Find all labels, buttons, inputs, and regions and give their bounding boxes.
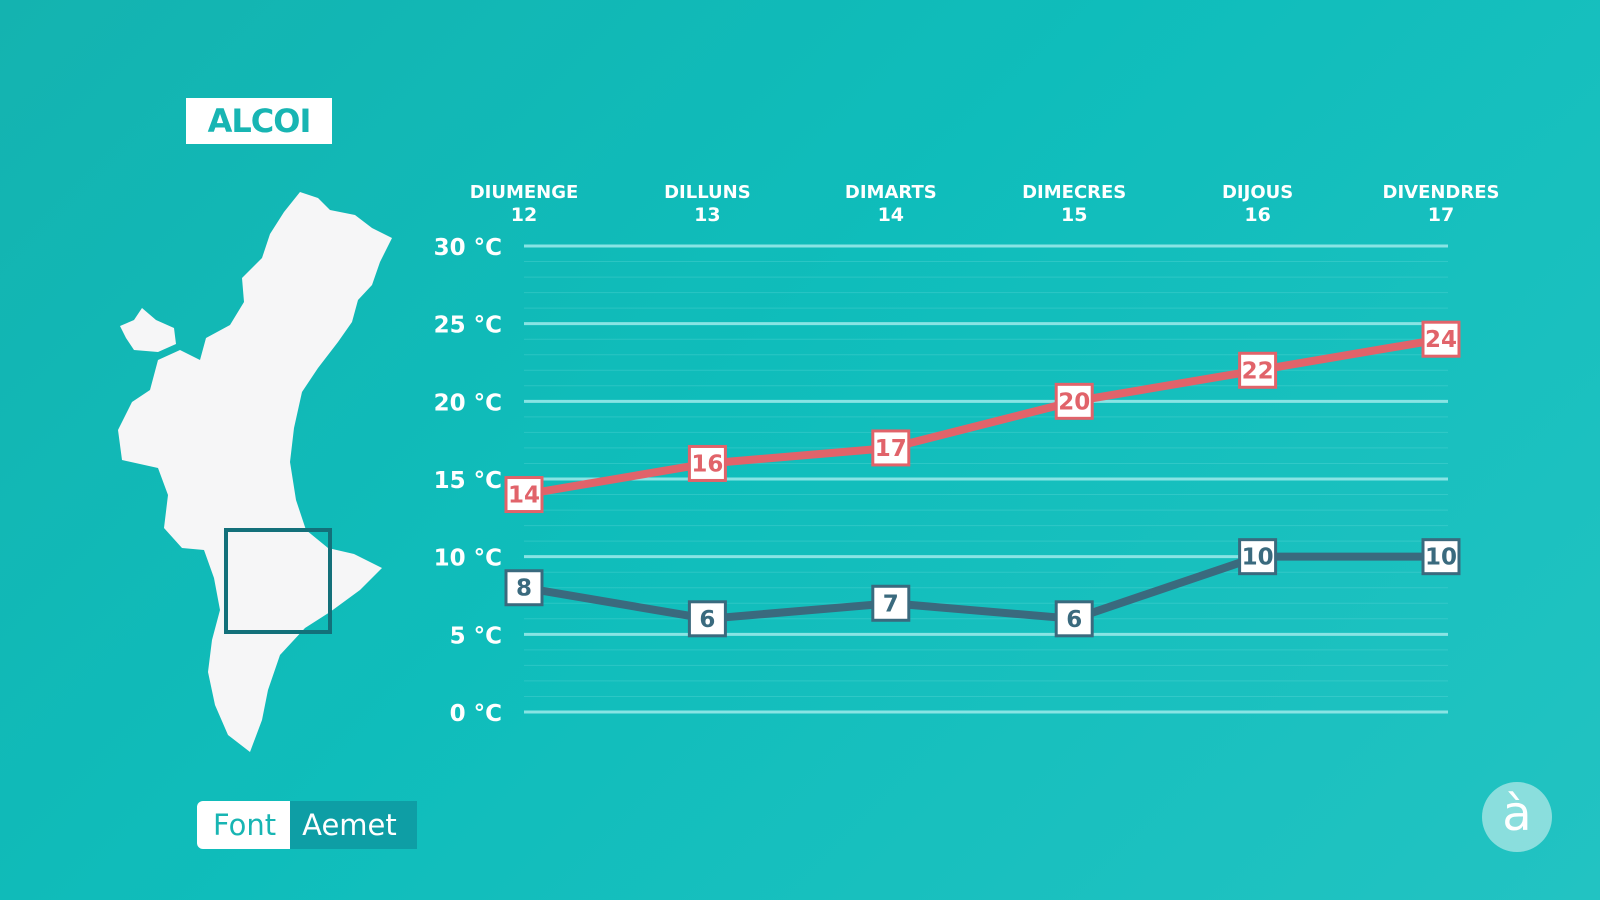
data-label: 14 — [508, 483, 540, 509]
x-tick-day: DIUMENGE — [470, 182, 579, 203]
x-tick-date: 14 — [878, 204, 904, 226]
source-credit: Font Aemet — [197, 801, 417, 849]
series-layer: 14 16 17 20 22 24 8 6 7 6 10 10 — [504, 320, 1461, 638]
data-label: 17 — [875, 436, 907, 462]
data-label: 16 — [691, 451, 723, 477]
data-point-box — [1238, 351, 1278, 389]
x-tick-day: DIVENDRES — [1383, 182, 1500, 203]
data-label: 24 — [1425, 327, 1457, 353]
data-label: 22 — [1242, 358, 1274, 384]
location-label: ALCOI — [186, 98, 332, 144]
data-point-box — [871, 584, 911, 622]
source-label: Font — [197, 801, 291, 849]
y-tick-label: 5 °C — [450, 623, 502, 649]
x-tick-day: DIMARTS — [845, 182, 937, 203]
series-1: 8 6 7 6 10 10 — [504, 538, 1461, 638]
y-tick-label: 20 °C — [434, 390, 502, 416]
data-label: 6 — [1066, 607, 1082, 633]
location-highlight-box — [224, 528, 332, 634]
y-axis-ticks: 0 °C 5 °C 10 °C 15 °C 20 °C 25 °C 30 °C — [434, 235, 502, 727]
series-0: 14 16 17 20 22 24 — [504, 320, 1461, 514]
series-line — [520, 335, 1445, 499]
data-point-box — [504, 569, 544, 607]
data-label: 10 — [1242, 545, 1274, 571]
data-point-box — [1054, 600, 1094, 638]
data-point-box — [1421, 538, 1461, 576]
x-tick-date: 13 — [694, 204, 720, 226]
rincon-de-ademuz-shape — [120, 308, 176, 352]
y-tick-label: 25 °C — [434, 313, 502, 339]
x-tick-date: 15 — [1061, 204, 1087, 226]
data-point-box — [871, 429, 911, 467]
y-tick-label: 30 °C — [434, 235, 502, 261]
source-value: Aemet — [290, 801, 417, 849]
x-tick-date: 16 — [1244, 204, 1270, 226]
data-point-box — [504, 476, 544, 514]
x-tick-day: DIJOUS — [1222, 182, 1293, 203]
data-point-box — [1238, 538, 1278, 576]
x-tick-date: 12 — [511, 204, 537, 226]
data-point-box — [687, 600, 727, 638]
region-map — [118, 192, 392, 752]
data-point-box — [1054, 382, 1094, 420]
series-line — [520, 552, 1445, 623]
y-tick-label: 0 °C — [450, 701, 502, 727]
channel-logo: à — [1482, 782, 1552, 852]
x-tick-date: 17 — [1428, 204, 1454, 226]
x-tick-day: DILLUNS — [664, 182, 751, 203]
data-point-box — [687, 444, 727, 482]
valencia-region-shape — [118, 192, 392, 752]
data-point-box — [1421, 320, 1461, 358]
data-label: 7 — [883, 591, 899, 617]
y-tick-label: 10 °C — [434, 546, 502, 572]
grid-layer — [524, 244, 1448, 714]
x-tick-day: DIMECRES — [1022, 182, 1126, 203]
data-label: 10 — [1425, 545, 1457, 571]
y-tick-label: 15 °C — [434, 468, 502, 494]
data-label: 6 — [699, 607, 715, 633]
data-label: 8 — [516, 576, 532, 602]
data-label: 20 — [1058, 389, 1090, 415]
